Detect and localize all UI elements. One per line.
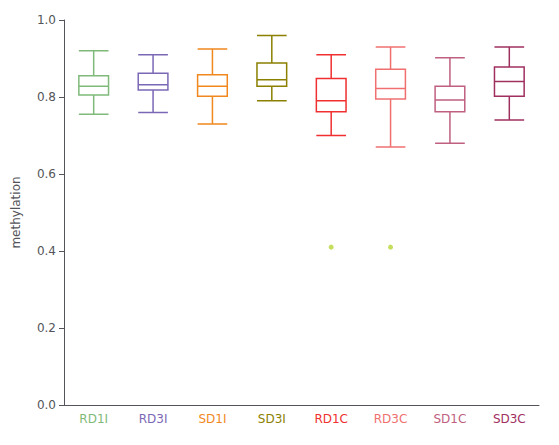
svg-text:0.4: 0.4 bbox=[37, 244, 56, 258]
svg-text:SD1I: SD1I bbox=[198, 412, 226, 426]
svg-text:0.2: 0.2 bbox=[37, 321, 56, 335]
svg-text:0.6: 0.6 bbox=[37, 167, 56, 181]
svg-text:SD1C: SD1C bbox=[434, 412, 467, 426]
svg-text:SD3I: SD3I bbox=[258, 412, 286, 426]
svg-text:SD3C: SD3C bbox=[493, 412, 526, 426]
svg-text:0.0: 0.0 bbox=[37, 398, 56, 412]
svg-text:methylation: methylation bbox=[9, 176, 23, 248]
svg-text:RD3C: RD3C bbox=[374, 412, 408, 426]
svg-text:0.8: 0.8 bbox=[37, 90, 56, 104]
svg-text:1.0: 1.0 bbox=[37, 13, 56, 27]
svg-text:RD1I: RD1I bbox=[79, 412, 108, 426]
svg-text:RD1C: RD1C bbox=[314, 412, 348, 426]
svg-text:RD3I: RD3I bbox=[139, 412, 168, 426]
